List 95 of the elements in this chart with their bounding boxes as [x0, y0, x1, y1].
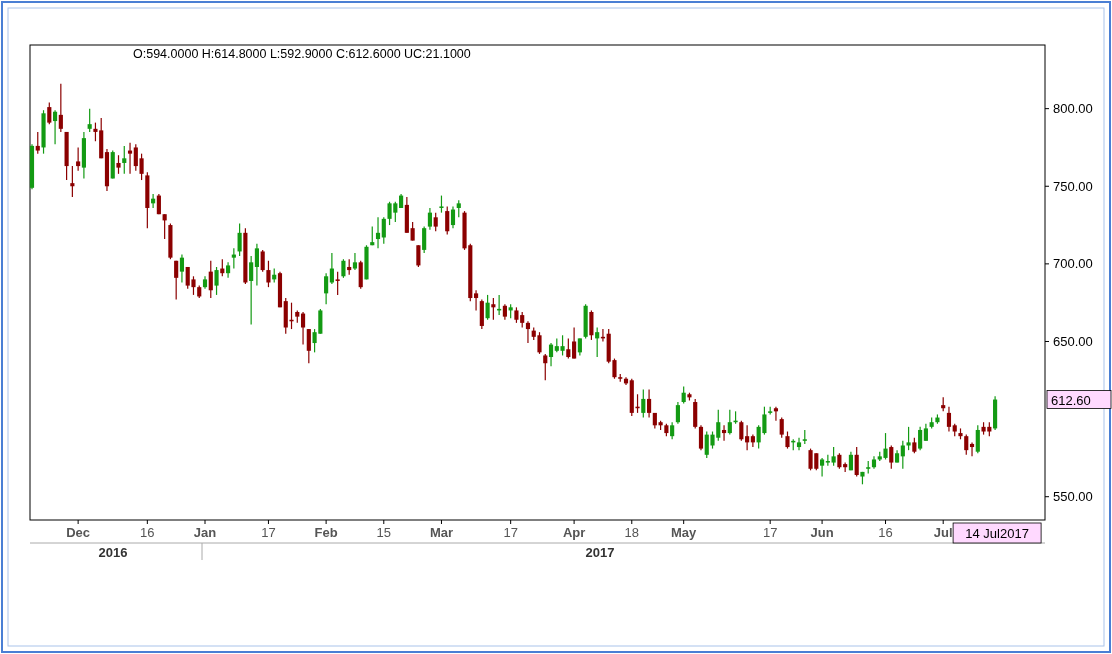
candlestick	[450, 205, 456, 229]
candlestick	[964, 434, 969, 456]
candlestick	[249, 255, 254, 326]
x-tick-label: Dec	[66, 525, 91, 540]
text: 2017	[585, 545, 615, 560]
candlestick	[381, 216, 386, 245]
candlestick	[70, 165, 75, 198]
candlestick	[324, 272, 329, 305]
candlestick	[237, 222, 242, 257]
candlestick	[179, 253, 185, 284]
x-tick-label: Feb	[314, 525, 338, 540]
x-tick-label: 17	[503, 525, 518, 540]
candlestick	[745, 424, 750, 451]
candlestick	[969, 441, 975, 457]
candlestick	[427, 207, 432, 231]
candlestick	[445, 205, 450, 235]
candlestick	[918, 426, 923, 451]
candlestick	[975, 424, 980, 454]
candlestick	[76, 146, 81, 172]
candlestick	[641, 389, 646, 419]
candlestick	[162, 213, 167, 240]
candlestick	[127, 142, 133, 175]
x-tick-label: 16	[140, 525, 155, 540]
candlestick	[595, 326, 600, 358]
y-tick-label: 650.00	[1053, 333, 1093, 349]
candlestick	[58, 83, 63, 133]
candlestick	[796, 437, 802, 451]
candlestick	[47, 101, 52, 125]
candlestick	[589, 309, 594, 341]
candlestick	[773, 406, 779, 422]
candlestick	[698, 424, 704, 451]
y-tick-label: 800.00	[1053, 101, 1093, 117]
candlestick	[491, 297, 496, 321]
candlestick	[52, 109, 58, 145]
candlestick	[485, 294, 490, 321]
candlestick	[116, 154, 121, 175]
candlestick	[300, 311, 306, 346]
x-tick-label: Apr	[562, 525, 586, 540]
candlestick	[889, 444, 894, 470]
x-tick-label: 17	[261, 525, 276, 540]
candlestick	[854, 446, 859, 478]
candlestick	[721, 424, 727, 442]
y-tick-label: 550.00	[1053, 489, 1093, 505]
candlestick	[739, 420, 744, 442]
candlestick	[473, 289, 479, 312]
text: 612.60	[1051, 392, 1091, 408]
x-tick-label: 16	[878, 525, 893, 540]
candlestick	[122, 145, 127, 175]
x-tick-label: 17	[762, 525, 778, 540]
candlestick	[87, 108, 92, 133]
text: 14 Jul2017	[965, 526, 1029, 541]
x-tick-label: Mar	[429, 525, 454, 540]
candlestick	[35, 131, 40, 155]
candlestick	[727, 409, 732, 436]
candlestick	[525, 320, 531, 344]
x-tick-label: 18	[624, 525, 640, 540]
candlestick	[335, 271, 340, 296]
candlestick	[433, 212, 438, 232]
candlestick	[208, 260, 213, 299]
x-tick-label: Jul	[933, 525, 953, 540]
candlestick	[214, 266, 219, 296]
candlestick	[352, 252, 358, 271]
candlestick	[266, 260, 271, 288]
candlestick	[831, 446, 836, 467]
candlestick	[174, 260, 179, 301]
candlestick	[572, 326, 577, 360]
candlestick	[825, 454, 830, 467]
candlestick	[675, 401, 680, 425]
candlestick	[647, 389, 652, 419]
text: 2016	[98, 545, 128, 560]
candlestick	[410, 221, 415, 242]
x-tick-label: 15	[376, 525, 392, 540]
candlestick	[906, 426, 911, 451]
chart-subtitle: O:594.0000 H:614.8000 L:592.9000 C:612.6000 UC:21.1000	[133, 47, 471, 61]
candlestick	[543, 353, 548, 381]
candlestick	[254, 243, 259, 287]
candlestick	[779, 416, 784, 439]
y-tick-label: 700.00	[1053, 256, 1093, 272]
candlestick	[548, 342, 554, 367]
candlestick	[422, 226, 427, 254]
candlestick	[375, 216, 381, 249]
candlestick	[329, 252, 334, 285]
candlestick	[946, 406, 952, 433]
candlestick	[566, 337, 571, 360]
x-tick-label: Jun	[810, 525, 834, 540]
x-tick-label: Jan	[193, 525, 217, 540]
candlestick	[900, 440, 905, 470]
x-tick-label: May	[671, 525, 698, 540]
candlestick	[231, 247, 236, 270]
candlestick	[820, 457, 825, 478]
y-tick-label: 750.00	[1053, 178, 1093, 194]
candlestick	[416, 244, 421, 268]
candlestick	[341, 258, 346, 279]
candlestick	[260, 249, 265, 273]
candlestick	[306, 328, 311, 364]
